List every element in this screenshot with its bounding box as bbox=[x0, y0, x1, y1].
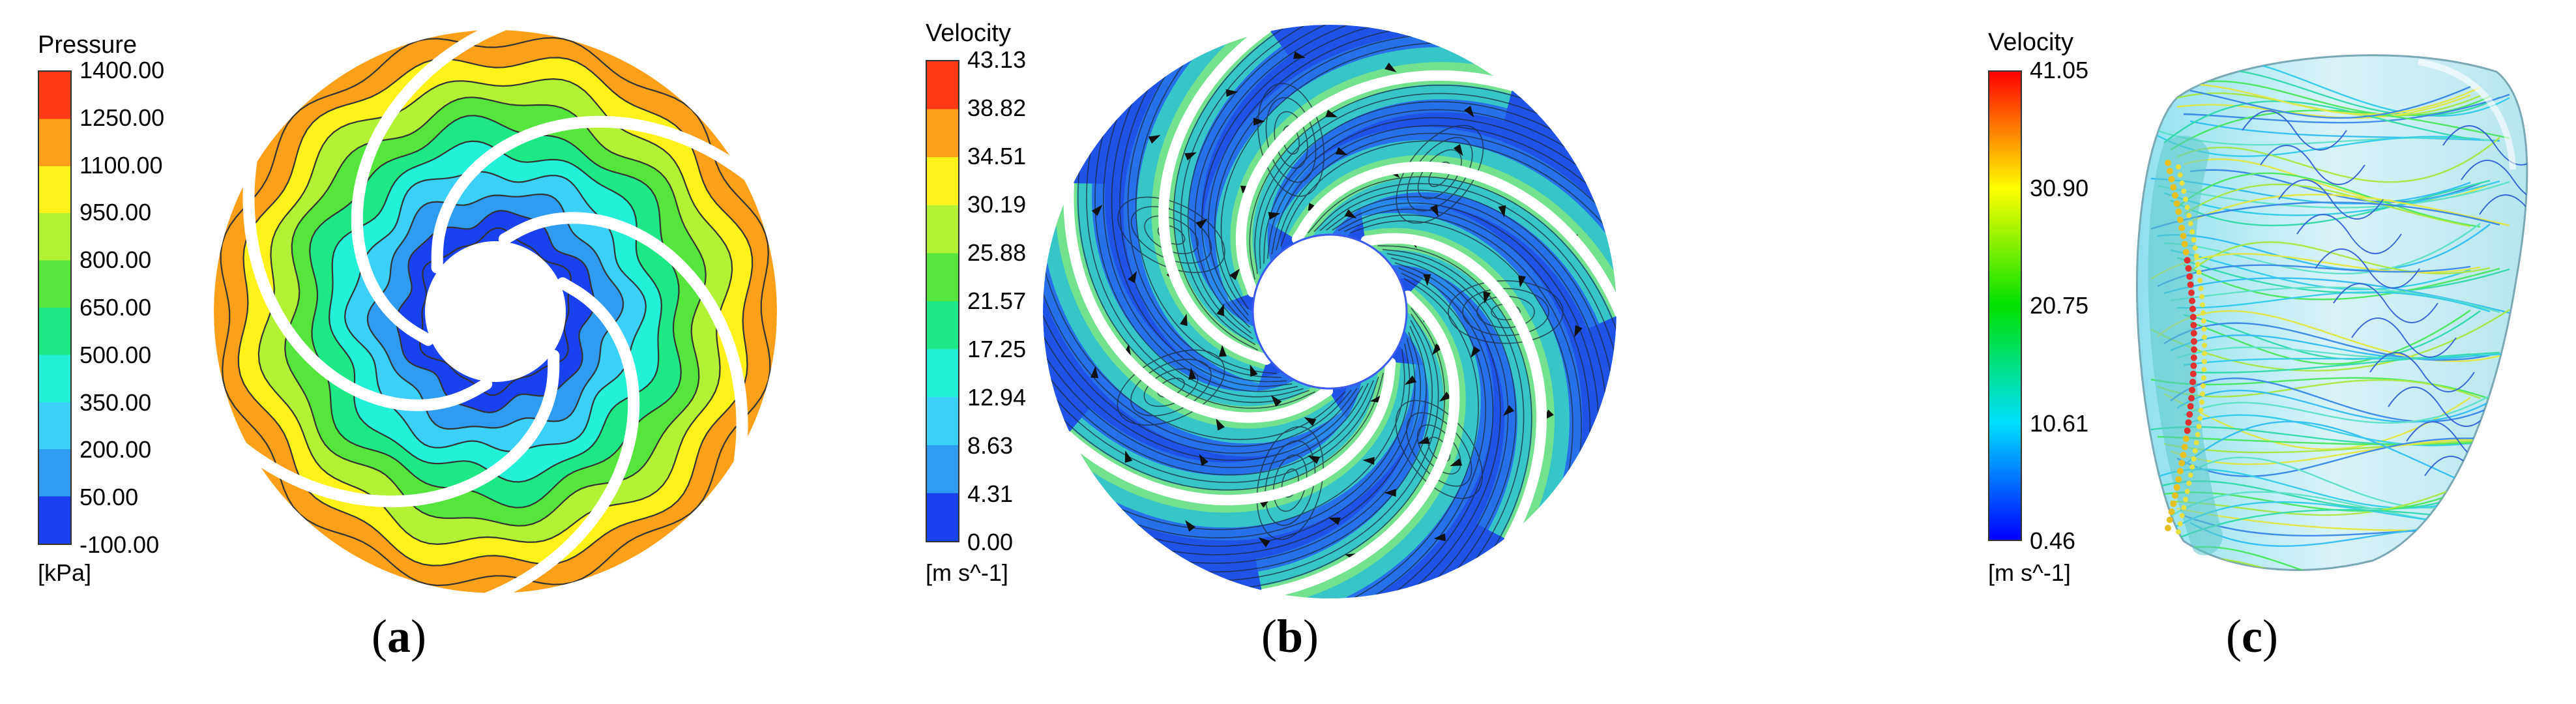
legend-color-bar bbox=[1988, 70, 2022, 541]
legend-color-bar bbox=[38, 70, 72, 545]
caption-c: (c) bbox=[2226, 610, 2278, 662]
legend-tick-label: 8.63 bbox=[967, 432, 1014, 459]
legend-tick-label: 50.00 bbox=[80, 484, 139, 511]
legend-tick-label: 34.51 bbox=[967, 143, 1027, 169]
legend-tick-label: 12.94 bbox=[967, 384, 1027, 411]
legend-tick-label: 30.19 bbox=[967, 191, 1027, 218]
panel-a: Pressure 1400.00 1250.00 1100.00 950.00 800.… bbox=[0, 0, 860, 704]
velocity-streamline-impeller bbox=[1043, 23, 1625, 600]
panel-c: Velocity 41.05 30.90 20.75 10.61 0.46 [m s^-… bbox=[1708, 0, 2576, 704]
legend-unit: [kPa] bbox=[38, 559, 92, 586]
legend-tick-label: 500.00 bbox=[80, 341, 152, 368]
legend-tick-label: -100.00 bbox=[80, 531, 160, 558]
impeller-3d-streamlines bbox=[2135, 54, 2528, 571]
legend-color-bar bbox=[926, 60, 959, 542]
legend-tick-label: 800.00 bbox=[80, 246, 152, 274]
legend-tick-label: 17.25 bbox=[967, 336, 1027, 362]
legend-tick-label: 38.82 bbox=[967, 95, 1027, 121]
legend-title: Velocity bbox=[1988, 29, 2073, 56]
legend-tick-label: 1100.00 bbox=[80, 151, 163, 179]
legend-title: Velocity bbox=[926, 20, 1011, 47]
legend-tick-label: 21.57 bbox=[967, 287, 1027, 314]
legend-tick-label: 4.31 bbox=[967, 480, 1014, 507]
hub-hole bbox=[1251, 233, 1408, 390]
legend-tick-label: 20.75 bbox=[2030, 292, 2089, 319]
legend-tick-label: 950.00 bbox=[80, 199, 152, 226]
legend-tick-label: 1400.00 bbox=[80, 57, 165, 83]
legend-tick-label: 30.90 bbox=[2030, 174, 2089, 201]
legend-tick-label: 43.13 bbox=[967, 46, 1027, 73]
legend-tick-label: 1250.00 bbox=[80, 104, 165, 131]
legend-tick-label: 350.00 bbox=[80, 389, 152, 416]
panel-b: Velocity 43.13 38.82 34.51 30.19 25.88 21.57 1… bbox=[860, 0, 1708, 704]
legend-tick-label: 25.88 bbox=[967, 239, 1027, 266]
legend-tick-label: 0.00 bbox=[967, 529, 1014, 555]
legend-tick-label: 650.00 bbox=[80, 294, 152, 321]
legend-tick-label: 41.05 bbox=[2030, 57, 2089, 83]
legend-title: Pressure bbox=[38, 31, 138, 59]
legend-tick-label: 0.46 bbox=[2030, 527, 2076, 554]
caption-b: (b) bbox=[1261, 610, 1319, 662]
pressure-contour-impeller bbox=[214, 19, 777, 600]
legend-tick-label: 10.61 bbox=[2030, 409, 2089, 437]
legend-unit: [m s^-1] bbox=[1988, 559, 2071, 586]
hub-hole bbox=[425, 241, 566, 382]
legend-tick-label: 200.00 bbox=[80, 436, 152, 463]
caption-a: (a) bbox=[372, 610, 426, 662]
legend-unit: [m s^-1] bbox=[926, 559, 1008, 586]
